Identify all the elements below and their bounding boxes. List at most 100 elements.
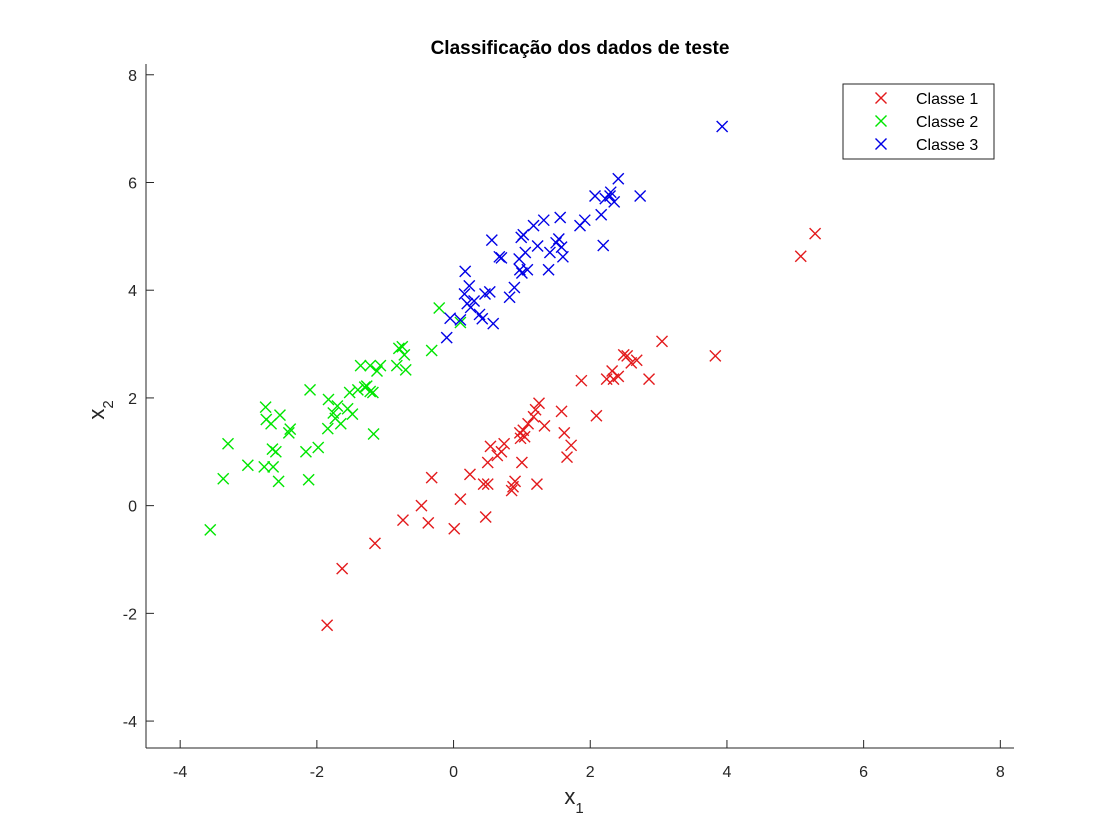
data-point [396, 514, 409, 527]
data-point [368, 537, 381, 550]
series-3 [440, 120, 729, 344]
data-point [343, 386, 356, 399]
x-tick-label: -2 [310, 764, 324, 781]
legend-marker [875, 115, 887, 127]
data-point [259, 401, 272, 414]
data-point [505, 484, 518, 497]
axes [145, 64, 1014, 749]
data-point [809, 227, 822, 240]
y-axis-label-base: x [84, 409, 109, 420]
data-point [518, 430, 531, 443]
data-point [364, 359, 377, 372]
data-point [321, 619, 334, 632]
chart-title: Classificação dos dados de teste [431, 38, 730, 59]
data-point [272, 475, 285, 488]
data-point [589, 189, 602, 202]
data-point [392, 342, 405, 355]
data-point [464, 301, 477, 314]
data-point [284, 423, 297, 436]
x-axis-label: x1 [564, 784, 583, 817]
data-point [498, 437, 511, 450]
data-point [463, 468, 476, 481]
data-point [656, 335, 669, 348]
data-point [643, 373, 656, 386]
data-point [522, 417, 535, 430]
data-point [612, 370, 625, 383]
data-point [709, 349, 722, 362]
data-point [390, 359, 403, 372]
data-point [458, 287, 471, 300]
data-point [454, 493, 467, 506]
data-point [241, 459, 254, 472]
data-point [374, 359, 387, 372]
x-tick-label: 2 [586, 764, 595, 781]
data-point [517, 228, 530, 241]
data-point [527, 410, 540, 423]
data-point [527, 219, 540, 232]
series-1 [321, 227, 822, 632]
data-point [621, 349, 634, 362]
y-axis-label-subscript: 2 [100, 400, 117, 408]
data-point [415, 499, 428, 512]
data-point [463, 279, 476, 292]
x-axis-label-base: x [564, 784, 575, 809]
data-point [454, 313, 467, 326]
y-tick-label: 8 [128, 68, 137, 85]
x-tick-label: 0 [449, 764, 458, 781]
data-point [519, 246, 532, 259]
data-point [476, 312, 489, 325]
data-point [448, 522, 461, 535]
data-point [204, 523, 217, 536]
data-point [530, 478, 543, 491]
data-point [503, 291, 516, 304]
x-axis-label-subscript: 1 [575, 800, 583, 817]
data-point [529, 403, 542, 416]
data-point [509, 475, 522, 488]
data-point [538, 419, 551, 432]
data-point [532, 397, 545, 410]
y-tick-label: 6 [128, 175, 137, 192]
data-point [433, 301, 446, 314]
legend-marker [875, 92, 887, 104]
data-point [299, 445, 312, 458]
data-point [531, 240, 544, 253]
data-point [425, 344, 438, 357]
data-points [204, 120, 822, 632]
data-point [468, 294, 481, 307]
data-point [346, 408, 359, 421]
data-point [269, 445, 282, 458]
data-point [484, 440, 497, 453]
data-point [422, 516, 435, 529]
data-point [304, 383, 317, 396]
data-point [367, 428, 380, 441]
data-point [521, 263, 534, 276]
data-point [440, 331, 453, 344]
data-point [514, 432, 527, 445]
data-point [556, 250, 569, 263]
data-point [483, 285, 496, 298]
data-point [354, 359, 367, 372]
legend-box [842, 83, 995, 160]
data-point [398, 348, 411, 361]
legend-label: Classe 3 [916, 137, 978, 154]
data-point [454, 316, 467, 329]
data-point [508, 281, 521, 294]
data-point [399, 363, 412, 376]
data-point [794, 250, 807, 263]
data-point [321, 422, 334, 435]
data-point [371, 364, 384, 377]
data-point [561, 451, 574, 464]
data-point [495, 251, 508, 264]
data-point [630, 354, 643, 367]
data-point [595, 208, 608, 221]
data-point [555, 241, 568, 254]
y-tick-label: -4 [123, 714, 137, 731]
data-point [364, 385, 377, 398]
data-point [634, 189, 647, 202]
tick-labels: -4 -2 0 2 4 6 8 -4 -2 0 2 4 6 8 [123, 68, 1005, 781]
data-point [477, 478, 490, 491]
series-2 [204, 301, 467, 536]
data-point [590, 409, 603, 422]
data-point [366, 386, 379, 399]
